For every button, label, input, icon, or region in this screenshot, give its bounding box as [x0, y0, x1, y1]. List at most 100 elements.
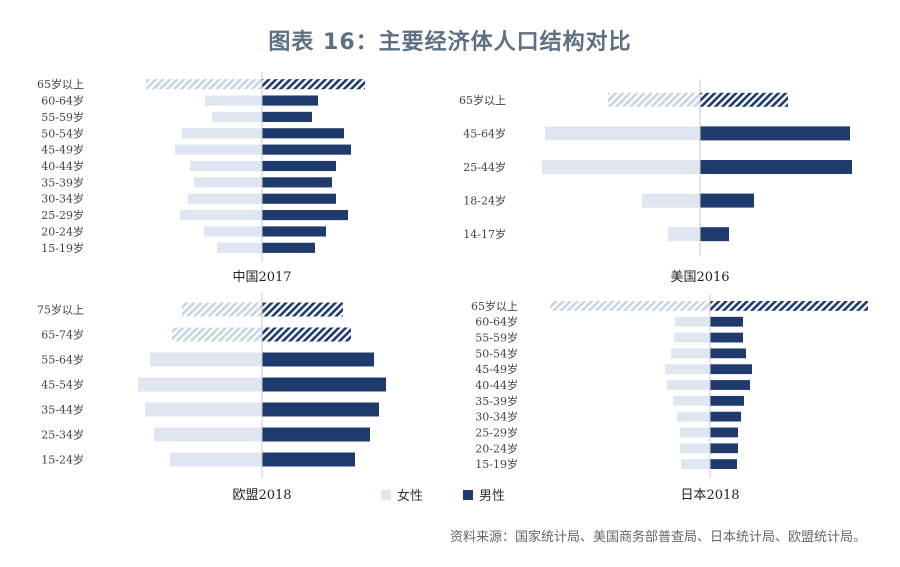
bar-female: [154, 427, 262, 442]
bar-male: [262, 402, 379, 417]
bar-male: [262, 160, 336, 172]
panel-title: 中国2017: [232, 270, 291, 285]
panel-title: 日本2018: [680, 488, 739, 503]
bar-male: [262, 111, 312, 122]
tick-label: 15-19岁: [41, 241, 84, 255]
bar-female: [146, 79, 262, 90]
bar-male: [262, 210, 348, 221]
tick-label: 15-19岁: [475, 457, 518, 471]
bar-female: [642, 193, 700, 208]
tick-label: 35-39岁: [41, 175, 84, 189]
tick-label: 65岁以上: [459, 93, 506, 107]
tick-label: 35-44岁: [41, 403, 84, 417]
bar-male: [710, 459, 737, 469]
bar-female: [204, 226, 262, 237]
bar-female: [680, 443, 710, 454]
legend-male-swatch: [463, 490, 473, 500]
source-note: 资料来源：国家统计局、美国商务部普查局、日本统计局、欧盟统计局。: [449, 530, 866, 545]
bar-male: [710, 301, 868, 311]
bar-female: [182, 302, 262, 317]
panel-title: 美国2016: [670, 270, 729, 285]
bar-female: [681, 459, 710, 469]
tick-label: 45-64岁: [463, 126, 506, 140]
bar-female: [190, 160, 262, 172]
bar-female: [545, 126, 700, 141]
tick-label: 55-64岁: [41, 353, 84, 367]
bar-female: [674, 332, 710, 343]
bar-male: [262, 226, 326, 237]
tick-label: 55-59岁: [475, 331, 518, 345]
bar-male: [262, 144, 351, 155]
bar-female: [180, 210, 262, 221]
tick-label: 25-29岁: [41, 208, 84, 222]
bar-female: [182, 128, 262, 139]
tick-label: 25-29岁: [475, 425, 518, 439]
bar-female: [677, 411, 710, 422]
tick-label: 65岁以上: [471, 299, 518, 313]
bar-female: [673, 395, 710, 406]
legend-female-swatch: [381, 490, 391, 500]
chart-title: 图表 16：主要经济体人口结构对比: [268, 30, 632, 55]
legend: 女性 男性: [381, 488, 505, 504]
bar-female: [212, 111, 262, 122]
bar-male: [710, 364, 752, 375]
tick-label: 40-44岁: [41, 159, 84, 173]
tick-label: 25-44岁: [463, 160, 506, 174]
bar-female: [665, 364, 710, 375]
bar-male: [710, 427, 738, 438]
bar-female: [680, 427, 710, 438]
bar-female: [145, 402, 262, 417]
bar-male: [700, 160, 852, 174]
tick-label: 20-24岁: [475, 441, 518, 455]
bar-male: [262, 95, 318, 106]
tick-label: 40-44岁: [475, 378, 518, 392]
bar-female: [667, 380, 710, 390]
bar-female: [138, 377, 262, 392]
bar-male: [262, 302, 343, 317]
bar-female: [608, 92, 700, 107]
tick-label: 14-17岁: [463, 227, 506, 241]
bar-male: [710, 316, 743, 327]
tick-label: 60-64岁: [475, 315, 518, 329]
tick-label: 45-54岁: [41, 378, 84, 392]
tick-label: 30-34岁: [475, 410, 518, 424]
bar-male: [262, 177, 332, 188]
bar-female: [188, 193, 262, 204]
bar-male: [262, 427, 370, 442]
tick-label: 45-49岁: [475, 362, 518, 376]
bar-female: [217, 242, 262, 253]
bar-female: [542, 160, 700, 174]
bar-male: [700, 227, 729, 242]
bar-female: [671, 348, 710, 359]
bar-male: [710, 380, 750, 390]
panel-title: 欧盟2018: [232, 488, 291, 503]
bar-male: [710, 332, 743, 343]
bar-male: [262, 242, 315, 253]
panel-2: 75岁以上 65-74岁 55-64岁 45-54岁 35-44岁 25-34岁 15-24…: [37, 293, 386, 503]
bar-male: [710, 395, 744, 406]
bar-male: [262, 452, 355, 467]
bar-male: [710, 411, 741, 422]
bar-male: [710, 348, 746, 359]
bar-male: [262, 327, 351, 342]
bar-male: [262, 352, 374, 367]
panel-0: 65岁以上 60-64岁 55-59岁 50-54岁 45-49岁 40-44岁 35-39…: [37, 72, 365, 285]
bar-female: [668, 227, 700, 242]
legend-female-label: 女性: [397, 488, 423, 504]
bar-male: [700, 92, 788, 107]
legend-male-label: 男性: [479, 489, 505, 504]
tick-label: 20-24岁: [41, 224, 84, 238]
tick-label: 75岁以上: [37, 303, 84, 317]
bar-male: [262, 193, 336, 204]
bar-male: [710, 443, 738, 454]
bar-female: [675, 316, 710, 327]
bar-female: [550, 301, 710, 311]
bar-female: [150, 352, 262, 367]
tick-label: 45-49岁: [41, 143, 84, 157]
tick-label: 55-59岁: [41, 110, 84, 124]
bar-female: [194, 177, 262, 188]
bar-female: [170, 452, 262, 467]
